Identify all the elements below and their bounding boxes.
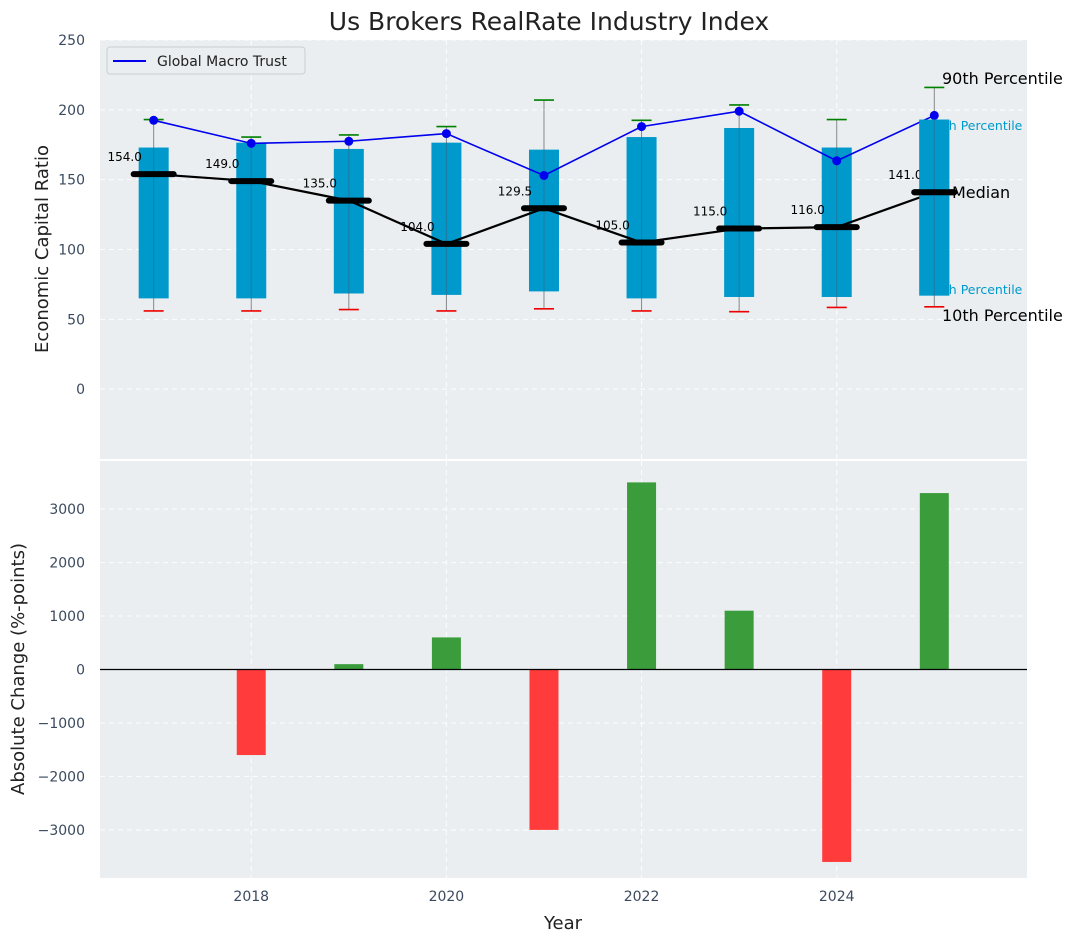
top-y-tick-label: 0: [76, 382, 85, 398]
median-value-label: 149.0: [205, 157, 239, 171]
x-tick-label: 2024: [819, 889, 855, 905]
bottom-y-axis-label: Absolute Change (%-points): [8, 543, 29, 795]
median-value-label: 135.0: [303, 177, 337, 191]
series-point: [929, 110, 939, 120]
bottom-y-tick-label: −1000: [38, 716, 85, 732]
box-2022: [618, 119, 665, 312]
change-bar-2022: [627, 482, 657, 670]
top-y-axis-label: Economic Capital Ratio: [32, 145, 53, 353]
change-bar-2020: [431, 637, 461, 670]
percentile-label-25th: 25th Percentile: [928, 282, 1023, 297]
series-global-macro-trust: [149, 106, 939, 180]
bottom-y-tick-label: 0: [76, 663, 85, 679]
box-2019: [325, 134, 372, 311]
box-2017: [130, 118, 177, 312]
bottom-y-tick-label: −2000: [38, 769, 85, 785]
median-value-label: 116.0: [791, 203, 825, 217]
change-bar-2018: [236, 669, 266, 756]
series-point: [246, 138, 256, 148]
percentile-label-75th: 75th Percentile: [928, 118, 1023, 133]
bottom-y-tick-label: 1000: [49, 609, 85, 625]
series-point: [539, 170, 549, 180]
box-overlay-last: [911, 119, 958, 296]
x-axis-label: Year: [543, 913, 583, 934]
series-point: [344, 136, 354, 146]
bottom-panel: −3000 −2000 −1000 0 1000 2000 3000 2018 2020 202…: [8, 461, 1027, 934]
bottom-y-ticks: −3000 −2000 −1000 0 1000 2000 3000: [38, 502, 85, 839]
bottom-y-tick-label: 3000: [49, 502, 85, 518]
change-bar-2023: [724, 610, 754, 670]
change-bars: [236, 482, 949, 862]
top-y-tick-label: 200: [58, 103, 85, 119]
x-tick-label: 2022: [624, 889, 660, 905]
bottom-y-tick-label: 2000: [49, 556, 85, 572]
change-bar-2025: [919, 493, 949, 670]
box-2021: [520, 99, 567, 310]
change-bar-2021: [529, 669, 559, 830]
median-value-label: 141.0: [888, 168, 922, 182]
legend: Global Macro Trust: [106, 46, 306, 75]
top-y-ticks: 0 50 100 150 200 250: [58, 33, 85, 398]
top-panel: 0 50 100 150 200 250 Economic Capital Ratio 1…: [32, 33, 1063, 459]
legend-box: [106, 46, 306, 75]
top-y-tick-label: 250: [58, 33, 85, 49]
series-point: [734, 106, 744, 116]
x-tick-label: 2020: [429, 889, 465, 905]
median-value-label: 115.0: [693, 205, 727, 219]
series-point: [637, 122, 647, 132]
series-point: [832, 156, 842, 166]
median-line: [153, 172, 935, 246]
top-y-tick-label: 50: [67, 312, 85, 328]
median-value-label: 154.0: [107, 150, 141, 164]
bottom-y-tick-label: −3000: [38, 823, 85, 839]
median-value-label: 129.5: [498, 184, 532, 198]
change-bar-2019: [334, 664, 364, 670]
change-bar-2024: [822, 669, 852, 862]
percentile-label-90th: 90th Percentile: [942, 69, 1063, 88]
percentile-label-10th: 10th Percentile: [942, 306, 1063, 325]
x-tick-label: 2018: [233, 889, 269, 905]
series-point: [149, 115, 159, 125]
chart-title: Us Brokers RealRate Industry Index: [329, 7, 769, 36]
percentile-label-median: Median: [952, 183, 1010, 202]
median-trend: [153, 172, 935, 246]
legend-label-global-macro-trust: Global Macro Trust: [157, 54, 287, 70]
box-2024: [813, 118, 860, 309]
box-2018: [228, 136, 275, 312]
top-y-tick-label: 100: [58, 243, 85, 259]
box-2020: [423, 125, 470, 312]
bottom-x-ticks: 2018 2020 2022 2024: [233, 889, 854, 905]
median-value-labels: 154.0 149.0 135.0 104.0 129.5 105.0 115.0 116.0…: [107, 150, 922, 234]
series-point: [441, 129, 451, 139]
median-value-label: 104.0: [400, 220, 434, 234]
median-value-label: 105.0: [595, 219, 629, 233]
top-y-tick-label: 150: [58, 173, 85, 189]
